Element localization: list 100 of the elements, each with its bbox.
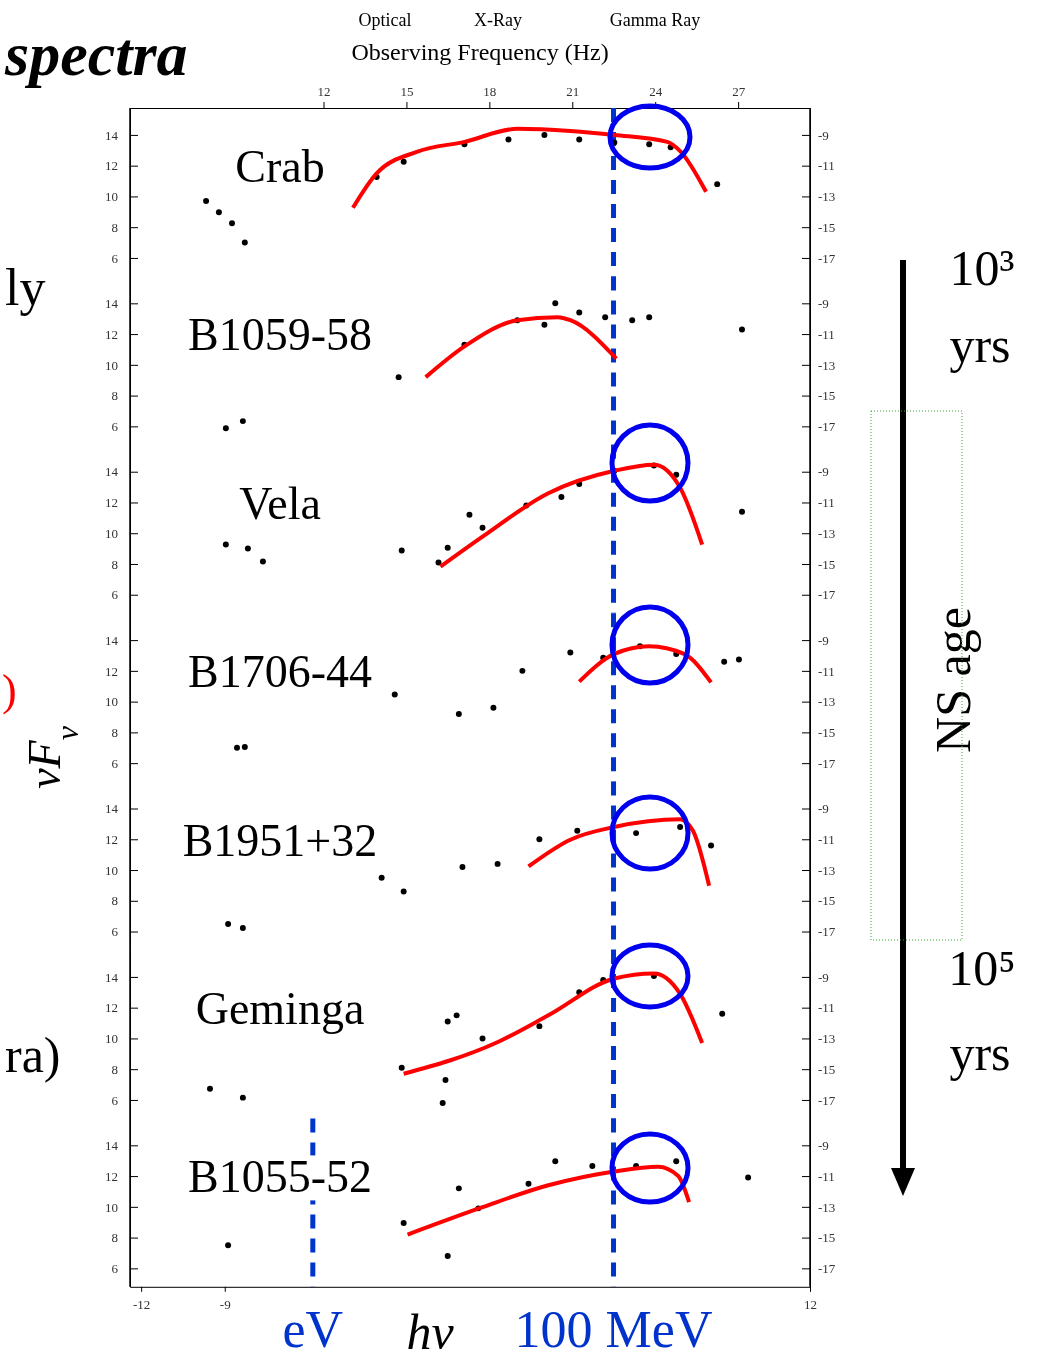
x2-tick-label: 21 (566, 84, 580, 99)
y-tick-label: 6 (111, 755, 119, 771)
y2-tick-label: -17 (818, 250, 836, 266)
y-tick-label: 6 (111, 1261, 119, 1277)
text: yrs (949, 1025, 1011, 1081)
y-tick-label: 12 (105, 158, 118, 174)
y-tick-label: 10 (105, 694, 118, 710)
text: yrs (949, 317, 1011, 373)
y-tick-label: 10 (105, 189, 118, 205)
y2-tick-label: -11 (818, 831, 835, 847)
text: 10³ (949, 240, 1015, 296)
x2-tick-label: 12 (317, 84, 331, 99)
y2-tick-label: -15 (818, 1230, 836, 1246)
y2-tick-label: -13 (818, 1031, 836, 1047)
y-tick-label: 12 (105, 495, 118, 511)
x2-tick-label: 15 (400, 84, 414, 99)
y2-tick-label: -17 (818, 924, 836, 940)
y2-tick-label: -11 (818, 1000, 835, 1016)
y2-tick-label: -13 (818, 189, 836, 205)
x-tick-label: -12 (132, 1297, 151, 1313)
y-tick-label: 10 (105, 357, 118, 373)
y2-tick-label: -17 (818, 419, 836, 435)
y2-tick-label: -17 (818, 1261, 836, 1277)
text: Geminga (195, 983, 365, 1034)
y-tick-label: 14 (105, 969, 119, 985)
x-tick-label: -9 (219, 1297, 231, 1313)
y-tick-label: 8 (111, 388, 118, 404)
y-tick-label: 8 (111, 725, 118, 741)
text: Optical (358, 10, 412, 30)
text: B1706-44 (188, 646, 372, 698)
y2-tick-label: -9 (818, 1137, 829, 1153)
x-tick-label: 12 (804, 1297, 817, 1313)
y-tick-label: 8 (111, 1230, 118, 1246)
y2-tick-label: -9 (818, 127, 829, 143)
text: 10⁵ (948, 940, 1016, 996)
text: Gamma Ray (609, 10, 701, 30)
y-tick-label: 8 (111, 1061, 118, 1077)
x2-axis-title: Observing Frequency (Hz) (351, 39, 609, 65)
y2-tick-label: -11 (818, 158, 835, 174)
y-tick-label: 10 (105, 862, 118, 878)
text: B1059-58 (188, 309, 372, 361)
y2-tick-label: -9 (818, 801, 829, 817)
y2-tick-label: -15 (818, 893, 836, 909)
y-tick-label: 12 (105, 663, 118, 679)
y-tick-label: 6 (111, 924, 119, 940)
y2-tick-label: -11 (818, 1168, 835, 1184)
y2-tick-label: -17 (818, 587, 836, 603)
y2-tick-label: -13 (818, 1199, 836, 1215)
x2-tick-label: 27 (732, 84, 746, 99)
x2-tick-label: 18 (483, 84, 497, 99)
text: Vela (239, 477, 321, 529)
text: B1055-52 (188, 1151, 372, 1203)
y-tick-label: 6 (111, 1092, 119, 1108)
y2-tick-label: -13 (818, 357, 836, 373)
y2-tick-label: -15 (818, 556, 836, 572)
y2-tick-label: -9 (818, 464, 829, 480)
y-tick-label: 12 (105, 326, 118, 342)
y2-tick-label: -11 (818, 495, 835, 511)
ref-line-label: eV (282, 1300, 344, 1358)
text: X-Ray (474, 10, 522, 30)
y-tick-label: 12 (105, 831, 118, 847)
y2-tick-label: -15 (818, 1061, 836, 1077)
y-tick-label: 8 (111, 556, 118, 572)
y2-tick-label: -13 (818, 862, 836, 878)
text: ra) (5, 1027, 61, 1083)
y2-tick-label: -17 (818, 1092, 836, 1108)
y-tick-label: 14 (105, 295, 119, 311)
y-tick-label: 6 (111, 250, 119, 266)
y-tick-label: 14 (105, 1137, 119, 1153)
y2-tick-label: -15 (818, 219, 836, 235)
y-tick-label: 6 (111, 419, 119, 435)
y2-tick-label: -17 (818, 755, 836, 771)
y2-tick-label: -9 (818, 632, 829, 648)
y-tick-label: 12 (105, 1168, 118, 1184)
y-tick-label: 6 (111, 587, 119, 603)
y2-tick-label: -13 (818, 694, 836, 710)
y-tick-label: 10 (105, 1199, 118, 1215)
x-axis-title: hν (406, 1303, 455, 1360)
y-tick-label: 10 (105, 1031, 118, 1047)
y2-tick-label: -11 (818, 663, 835, 679)
y2-tick-label: -15 (818, 725, 836, 741)
y2-tick-label: -9 (818, 295, 829, 311)
x2-tick-label: 24 (649, 84, 663, 99)
y-tick-label: 14 (105, 464, 119, 480)
y-tick-label: 12 (105, 1000, 118, 1016)
y2-tick-label: -9 (818, 969, 829, 985)
text: B1951+32 (182, 814, 378, 866)
text: Crab (235, 141, 325, 192)
y-tick-label: 14 (105, 127, 119, 143)
y-tick-label: 8 (111, 219, 118, 235)
y2-tick-label: -13 (818, 525, 836, 541)
y2-tick-label: -15 (818, 388, 836, 404)
y-tick-label: 14 (105, 632, 119, 648)
text: ly (5, 259, 46, 316)
y2-tick-label: -11 (818, 326, 835, 342)
text: ) (2, 666, 17, 715)
y-tick-label: 8 (111, 893, 118, 909)
text: spectra (4, 20, 188, 88)
y-tick-label: 14 (105, 801, 119, 817)
ref-line-label: 100 MeV (514, 1300, 713, 1358)
